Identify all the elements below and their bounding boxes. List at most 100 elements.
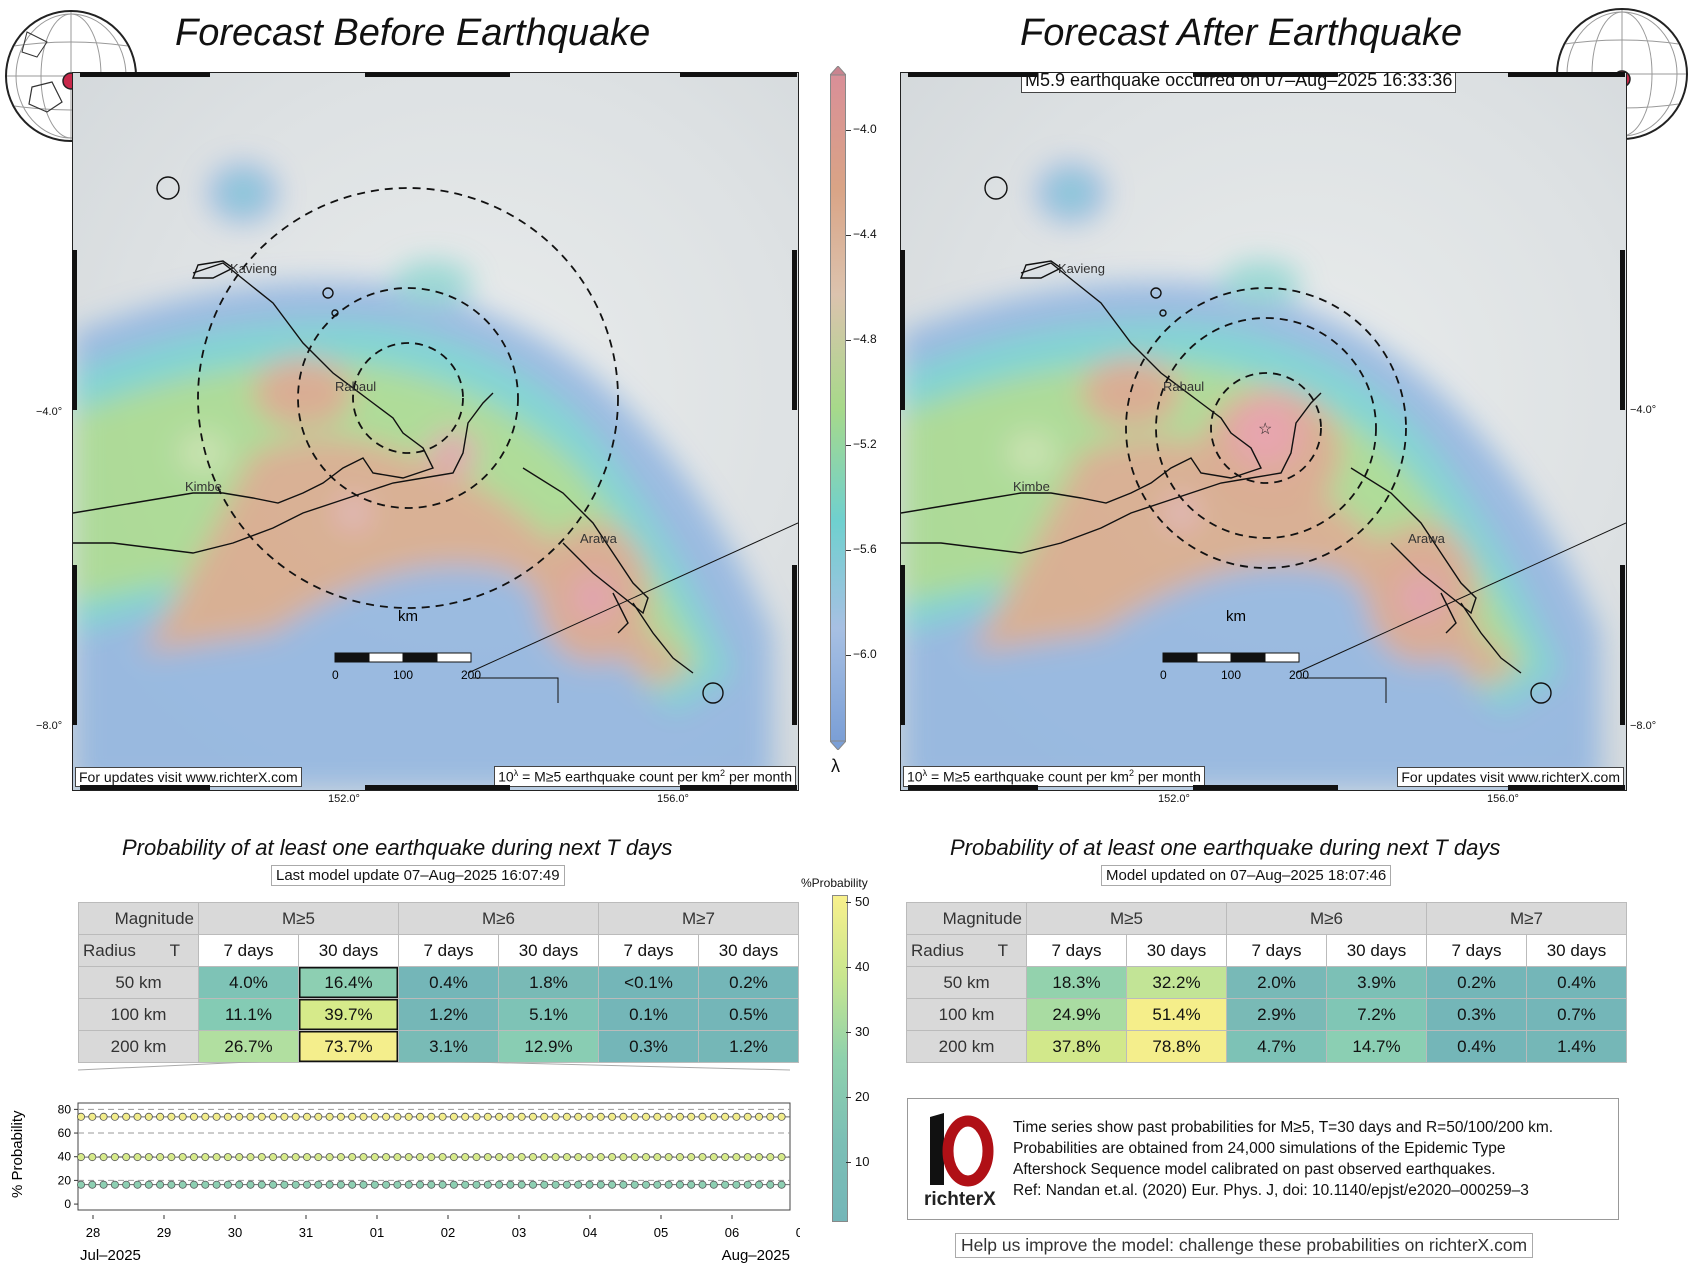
period-header: 30 days — [1326, 934, 1427, 967]
series-point — [314, 1153, 323, 1162]
series-point — [529, 1112, 538, 1121]
series-point — [325, 1112, 334, 1121]
left-prob-title: Probability of at least one earthquake d… — [122, 835, 673, 860]
series-point — [88, 1180, 97, 1189]
series-point — [596, 1153, 605, 1162]
period-header: 30 days — [698, 934, 799, 967]
series-point — [246, 1153, 255, 1162]
series-point — [178, 1180, 187, 1189]
series-point — [404, 1153, 413, 1162]
series-point — [212, 1112, 221, 1121]
series-point — [483, 1153, 492, 1162]
series-point — [144, 1153, 153, 1162]
series-point — [653, 1180, 662, 1189]
series-point — [189, 1112, 198, 1121]
mag-header: M≥6 — [1226, 902, 1427, 935]
series-point — [495, 1180, 504, 1189]
prob-cell: 0.2% — [1426, 966, 1527, 999]
left-title: Forecast Before Earthquake — [175, 12, 651, 54]
series-point — [461, 1112, 470, 1121]
help-improve-link[interactable]: Help us improve the model: challenge the… — [955, 1233, 1534, 1258]
prob-cell: 1.2% — [698, 1030, 799, 1063]
series-point — [664, 1112, 673, 1121]
series-point — [721, 1112, 730, 1121]
prob-cell: 16.4% — [298, 966, 399, 999]
prob-tick-label: 30 — [855, 1024, 870, 1039]
series-point — [427, 1180, 436, 1189]
prob-colorbar-title: %Probability — [801, 876, 868, 890]
series-point — [642, 1180, 651, 1189]
info-line-3: Aftershock Sequence model calibrated on … — [1013, 1161, 1496, 1178]
series-point — [483, 1180, 492, 1189]
series-point — [167, 1153, 176, 1162]
place-kavieng: Kavieng — [230, 261, 277, 276]
prob-cell: 39.7% — [298, 998, 399, 1031]
scale-tick-100: 100 — [1221, 668, 1241, 682]
x-tick-label: 06 — [725, 1225, 739, 1240]
epicenter-star-icon: ☆ — [1258, 421, 1272, 438]
scale-tick-0: 0 — [332, 668, 339, 682]
left-footer-updates[interactable]: For updates visit www.richterX.com — [75, 767, 302, 787]
prob-cell: 0.3% — [1426, 998, 1527, 1031]
series-point — [766, 1112, 775, 1121]
prob-cell: 0.5% — [698, 998, 799, 1031]
series-point — [743, 1180, 752, 1189]
right-prob-subtitle: Model updated on 07–Aug–2025 18:07:46 — [1101, 865, 1392, 886]
series-point — [99, 1180, 108, 1189]
prob-cell: <0.1% — [598, 966, 699, 999]
series-point — [77, 1153, 86, 1162]
earthquake-event-label: M5.9 earthquake occurred on 07–Aug–2025 … — [1021, 73, 1457, 93]
series-point — [585, 1153, 594, 1162]
series-point — [77, 1112, 86, 1121]
series-point — [302, 1180, 311, 1189]
y-axis-label: % Probability — [9, 1110, 26, 1198]
series-point — [540, 1112, 549, 1121]
prob-cell: 24.9% — [1026, 998, 1127, 1031]
series-point — [675, 1180, 684, 1189]
series-point — [314, 1112, 323, 1121]
right-lon-label-156: 156.0° — [1487, 793, 1519, 805]
period-header: 30 days — [1126, 934, 1227, 967]
table-row: 100 km 11.1% 39.7% 1.2% 5.1% 0.1% 0.5% — [78, 998, 799, 1031]
prob-cell: 0.2% — [698, 966, 799, 999]
left-lat-label-8: −8.0° — [36, 720, 63, 732]
series-point — [212, 1153, 221, 1162]
series-point — [133, 1153, 142, 1162]
series-point — [314, 1180, 323, 1189]
scale-tick-200: 200 — [461, 668, 481, 682]
lambda-tick-label: −4.4 — [853, 227, 877, 241]
info-line-4: Ref: Nandan et.al. (2020) Eur. Phys. J, … — [1013, 1182, 1529, 1199]
prob-cell: 2.9% — [1226, 998, 1327, 1031]
series-point — [370, 1180, 379, 1189]
series-point — [506, 1180, 515, 1189]
prob-cell: 2.0% — [1226, 966, 1327, 999]
radius-cell: 100 km — [906, 998, 1027, 1031]
right-footer-updates[interactable]: For updates visit www.richterX.com — [1397, 767, 1624, 787]
series-point — [269, 1112, 278, 1121]
series-point — [122, 1153, 131, 1162]
series-point — [664, 1153, 673, 1162]
series-point — [88, 1112, 97, 1121]
y-tick-label: 80 — [58, 1102, 72, 1116]
period-header: 7 days — [598, 934, 699, 967]
period-header: 7 days — [1226, 934, 1327, 967]
series-point — [99, 1153, 108, 1162]
place-arawa: Arawa — [1408, 531, 1446, 546]
info-box: richterX Time series show past probabili… — [907, 1098, 1619, 1220]
period-header: 30 days — [498, 934, 599, 967]
mag-header: M≥6 — [398, 902, 599, 935]
prob-cell: 3.1% — [398, 1030, 499, 1063]
series-point — [110, 1180, 119, 1189]
series-point — [732, 1112, 741, 1121]
lambda-label: λ — [831, 756, 840, 776]
series-point — [178, 1112, 187, 1121]
series-point — [77, 1180, 86, 1189]
mag-header: M≥5 — [198, 902, 399, 935]
series-point — [574, 1153, 583, 1162]
place-kimbe: Kimbe — [185, 479, 222, 494]
series-point — [755, 1153, 764, 1162]
x-tick-label: 29 — [157, 1225, 171, 1240]
series-point — [574, 1112, 583, 1121]
right-forecast-map[interactable]: ☆ Kavieng Rabaul Kimbe Arawa km 0 100 20… — [900, 72, 1627, 791]
left-forecast-map[interactable]: Kavieng Rabaul Kimbe Arawa km 0 100 200 … — [72, 72, 799, 791]
